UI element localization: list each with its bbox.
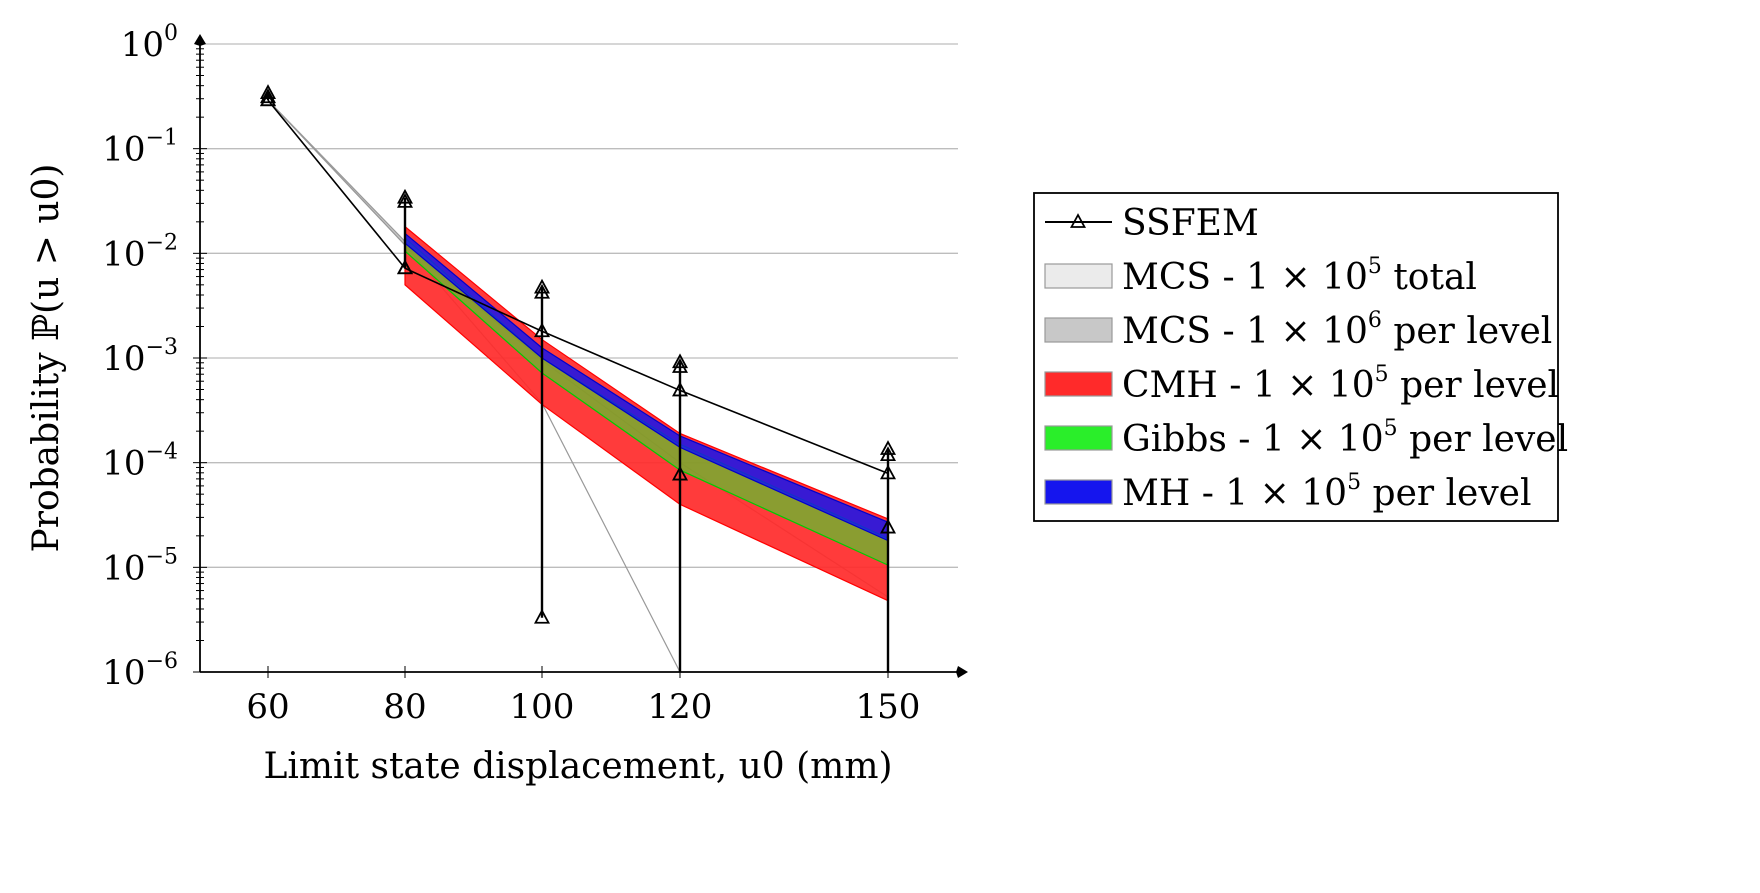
legend-swatch	[1044, 263, 1113, 289]
legend-label: CMH - 1 × 105 per level	[1122, 362, 1559, 406]
legend-swatch	[1044, 425, 1113, 451]
band-2	[404, 225, 889, 602]
legend-frame	[1033, 192, 1559, 522]
ssfem-marker	[879, 446, 897, 462]
errorbar-layer	[259, 84, 897, 672]
axis-layer: 100 10−1 10−2 10−3 10−4 10−5 10−6 60 80 100 120 150…	[26, 21, 968, 787]
x-axis-title: Limit state displacement, u0 (mm)	[264, 746, 893, 787]
legend: SSFEM MCS - 1 × 105 total MCS - 1 × 106 pe…	[1033, 192, 1568, 522]
legend-label: MCS - 1 × 106 per level	[1122, 308, 1552, 352]
ssfem-marker	[396, 193, 414, 208]
ssfem-marker-low	[259, 91, 277, 107]
y-tick-label: 10−1	[102, 126, 178, 170]
y-axis-title: Probability ℙ(u > u0)	[26, 164, 67, 553]
y-axis-arrow	[194, 34, 206, 46]
y-tick-label: 10−5	[102, 544, 178, 588]
ssfem-marker-high	[879, 440, 897, 455]
y-tick-label: 10−4	[102, 440, 178, 484]
x-tick-label: 150	[856, 687, 921, 727]
ssfem-marker-center	[671, 381, 689, 397]
legend-swatch	[1044, 317, 1113, 343]
legend-label: SSFEM	[1122, 203, 1259, 244]
y-tick-label: 10−6	[102, 649, 178, 693]
band-layer	[267, 99, 889, 673]
legend-label: MH - 1 × 105 per level	[1122, 470, 1532, 514]
x-axis-arrow	[956, 666, 968, 678]
legend-label: MCS - 1 × 105 total	[1122, 254, 1477, 298]
legend-marker-icon	[1069, 213, 1087, 228]
y-tick-label: 10−3	[102, 335, 178, 379]
band-4	[404, 232, 889, 542]
ssfem-marker-low	[396, 259, 414, 275]
legend-swatch	[1044, 479, 1113, 505]
ssfem-marker	[259, 88, 277, 104]
ssfem-marker-high	[396, 188, 414, 204]
ssfem-marker-high	[259, 84, 277, 99]
x-tick-label: 60	[246, 687, 289, 727]
y-tick-label: 10−2	[102, 230, 178, 274]
ssfem-marker-center	[533, 322, 551, 338]
ssfem-marker-high	[671, 353, 689, 369]
ssfem-marker-high	[533, 278, 551, 294]
grid-layer	[200, 43, 958, 568]
x-tick-label: 100	[510, 687, 575, 727]
x-tick-label: 80	[383, 687, 426, 727]
y-tick-label: 100	[121, 21, 178, 65]
ssfem-marker	[533, 283, 551, 299]
x-tick-label: 120	[648, 687, 713, 727]
ssfem-marker-low	[533, 608, 551, 624]
ssfem-marker-center	[879, 464, 897, 480]
ssfem-marker	[671, 358, 689, 373]
ssfem-marker	[879, 518, 897, 534]
legend-label: Gibbs - 1 × 105 per level	[1122, 416, 1568, 460]
legend-swatch	[1044, 371, 1113, 397]
ssfem-marker	[671, 465, 689, 481]
